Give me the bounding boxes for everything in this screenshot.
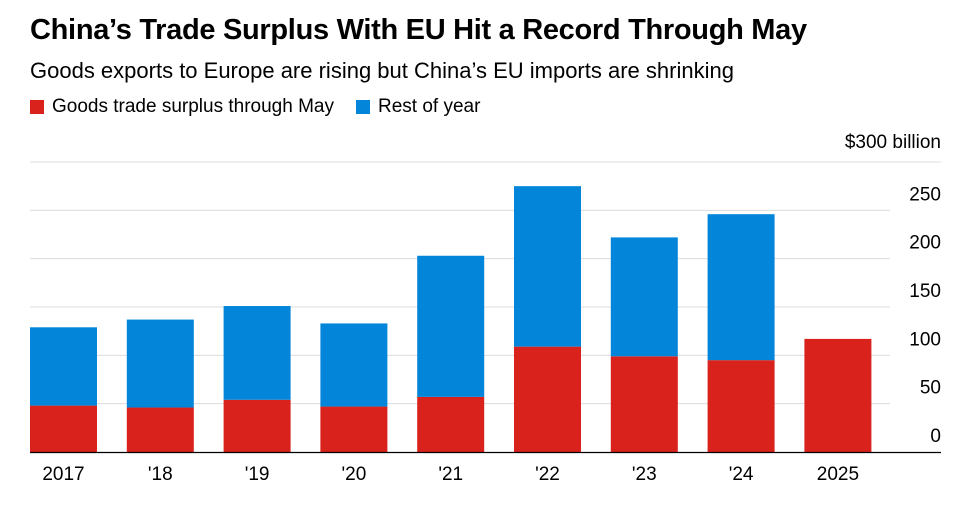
x-tick-label: 2025 [817,464,859,485]
x-tick-label: '20 [342,464,367,485]
bar-surplus-through-may [417,396,485,452]
bar-rest-of-year [30,327,97,406]
bar-surplus-through-may [514,346,581,452]
bar-rest-of-year [417,255,485,397]
bar-rest-of-year [320,323,388,407]
bar-surplus-through-may [30,405,97,452]
bar-rest-of-year [514,186,581,347]
y-tick-label: 100 [909,329,941,350]
x-tick-label: '21 [438,464,463,485]
x-tick-label: '24 [729,464,754,485]
chart-subtitle: Goods exports to Europe are rising but C… [30,58,734,83]
bar-rest-of-year [126,319,194,408]
legend-swatch-surplus [30,100,44,114]
bar-surplus-through-may [804,338,872,452]
y-axis-unit-label: $300 billion [844,132,941,153]
bar-surplus-through-may [320,406,388,452]
y-tick-label: 250 [909,184,941,205]
legend-label-surplus: Goods trade surplus through May [52,96,334,117]
y-tick-label: 0 [930,426,941,447]
bar-surplus-through-may [610,356,678,452]
legend-label-rest: Rest of year [378,96,481,117]
x-tick-label: '22 [535,464,560,485]
bar-rest-of-year [223,306,291,400]
legend-item-rest: Rest of year [356,96,480,118]
x-tick-label: 2017 [42,464,84,485]
bar-surplus-through-may [707,360,775,452]
chart-title: China’s Trade Surplus With EU Hit a Reco… [30,14,807,46]
bar-rest-of-year [707,214,775,361]
x-tick-label: '18 [148,464,173,485]
bar-surplus-through-may [126,407,194,452]
legend-swatch-rest [356,100,370,114]
x-tick-label: '23 [632,464,657,485]
x-tick-label: '19 [245,464,270,485]
bar-rest-of-year [610,237,678,357]
y-tick-label: 150 [909,281,941,302]
bar-surplus-through-may [223,399,291,452]
legend-item-surplus: Goods trade surplus through May [30,96,334,118]
legend: Goods trade surplus through May Rest of … [30,96,502,118]
y-tick-label: 50 [920,378,941,399]
y-tick-label: 200 [909,233,941,254]
